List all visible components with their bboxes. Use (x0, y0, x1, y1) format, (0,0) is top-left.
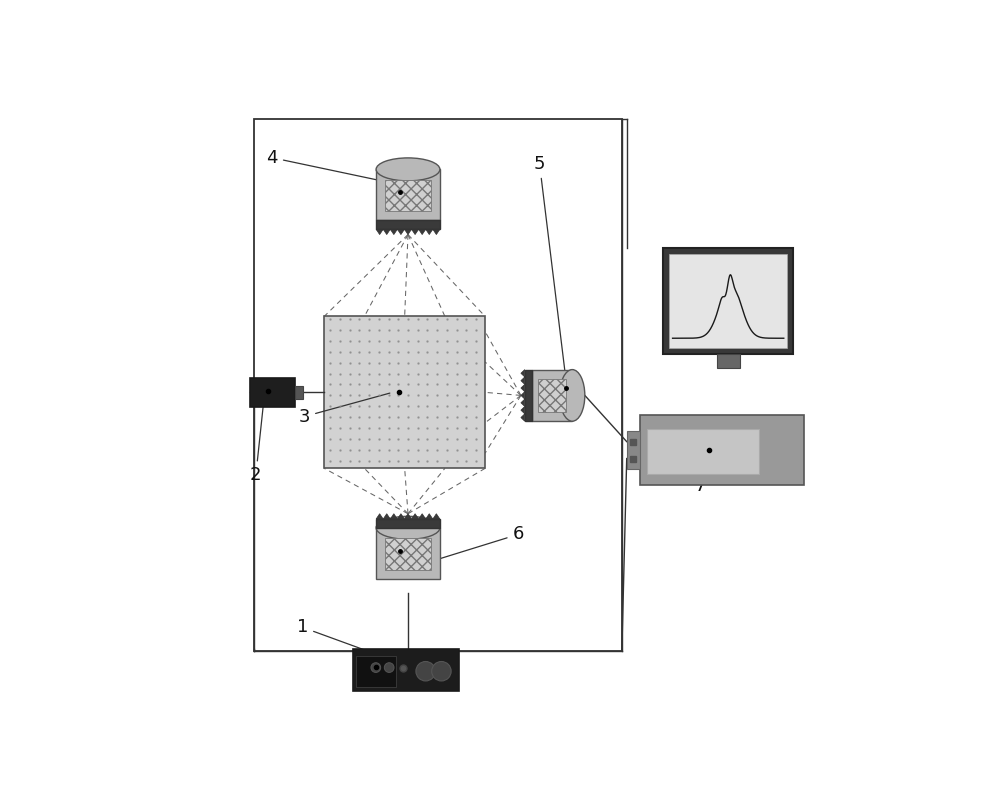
Polygon shape (426, 230, 433, 234)
Bar (627, 431, 640, 469)
Polygon shape (521, 369, 525, 377)
Bar (532, 369, 572, 421)
Bar (295, 386, 303, 399)
Circle shape (432, 661, 451, 681)
Text: 3: 3 (299, 393, 390, 425)
Polygon shape (419, 514, 426, 519)
Polygon shape (390, 514, 397, 519)
Bar (324, 316, 485, 469)
Text: 5: 5 (534, 155, 566, 377)
Circle shape (371, 663, 381, 672)
Polygon shape (390, 230, 397, 234)
Circle shape (416, 661, 435, 681)
Text: 1: 1 (297, 619, 372, 653)
Ellipse shape (376, 158, 440, 181)
Bar (376, 528, 440, 579)
Bar (640, 415, 804, 485)
Ellipse shape (560, 369, 585, 421)
Polygon shape (412, 230, 419, 234)
Polygon shape (521, 414, 525, 421)
Bar (385, 538, 431, 570)
Polygon shape (419, 230, 426, 234)
Polygon shape (521, 406, 525, 414)
Polygon shape (404, 230, 412, 234)
Text: 4: 4 (266, 148, 383, 181)
Bar (717, 354, 740, 368)
Polygon shape (521, 399, 525, 406)
Bar (663, 248, 793, 354)
Polygon shape (521, 391, 525, 399)
Circle shape (384, 663, 394, 672)
Bar (376, 519, 440, 528)
Text: 6: 6 (417, 525, 524, 566)
Polygon shape (521, 384, 525, 391)
Ellipse shape (376, 516, 440, 540)
Bar (254, 119, 622, 651)
Bar (376, 220, 440, 230)
Bar (525, 369, 532, 421)
Bar (669, 254, 787, 348)
Polygon shape (383, 230, 390, 234)
Text: 2: 2 (250, 407, 263, 484)
Polygon shape (376, 230, 383, 234)
Polygon shape (521, 377, 525, 384)
Bar (356, 656, 396, 687)
Bar (353, 649, 459, 690)
Bar (538, 379, 566, 412)
Bar (385, 180, 431, 211)
Polygon shape (404, 514, 412, 519)
Polygon shape (397, 230, 404, 234)
Polygon shape (376, 514, 383, 519)
Text: 7: 7 (695, 459, 713, 495)
Polygon shape (433, 230, 440, 234)
Polygon shape (433, 514, 440, 519)
Bar (250, 378, 295, 407)
Polygon shape (383, 514, 390, 519)
Polygon shape (397, 514, 404, 519)
Polygon shape (426, 514, 433, 519)
Polygon shape (412, 514, 419, 519)
Bar (376, 170, 440, 220)
Bar (647, 428, 759, 474)
